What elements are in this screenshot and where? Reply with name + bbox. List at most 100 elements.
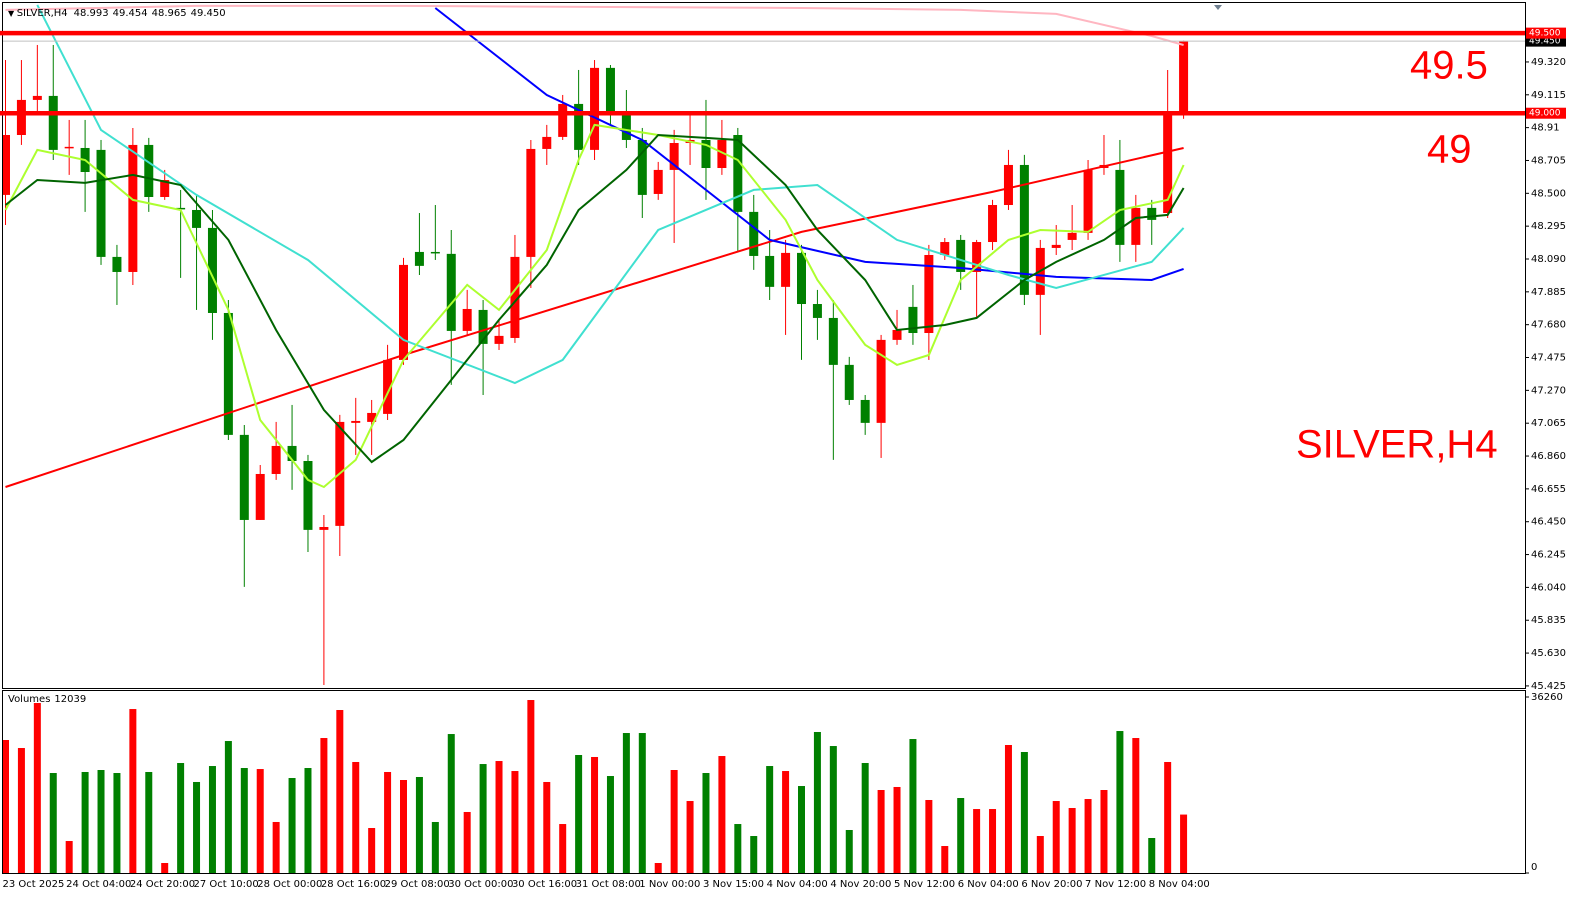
volume-bar: [1116, 731, 1124, 873]
volume-bar: [368, 828, 376, 873]
volume-bar: [861, 763, 869, 873]
y-tick-label: 48.500: [1531, 188, 1566, 199]
volume-tick-label: 0: [1531, 862, 1537, 873]
volume-bar: [702, 773, 710, 873]
y-tick-label: 48.705: [1531, 155, 1566, 166]
ohlc-high: 49.454: [113, 8, 148, 19]
volume-bar: [193, 781, 201, 873]
volume-bar: [909, 739, 917, 873]
volume-bar: [670, 770, 678, 873]
volume-bar: [240, 768, 248, 873]
candle-body: [462, 308, 472, 331]
x-tick-label: 29 Oct 08:00: [385, 879, 450, 890]
y-tick-label: 47.680: [1531, 320, 1566, 331]
volume-bar: [1164, 761, 1172, 873]
volume-bar: [415, 776, 423, 873]
volume-bar: [431, 821, 439, 873]
volume-bar: [527, 700, 535, 873]
volume-bar: [161, 863, 169, 873]
x-tick-label: 6 Nov 20:00: [1021, 879, 1082, 890]
volume-bar: [447, 734, 455, 873]
annotation: 49: [1427, 128, 1472, 172]
candle-body: [414, 251, 424, 266]
candle-body: [478, 309, 488, 344]
candle-body: [144, 144, 154, 197]
volume-bar: [400, 780, 407, 873]
candle-body: [1179, 41, 1189, 115]
volume-bar: [941, 846, 949, 873]
volume-bar: [973, 809, 981, 873]
price-pane: [2, 2, 1526, 689]
y-tick-label: 48.295: [1531, 221, 1566, 232]
volume-bar: [49, 773, 57, 873]
x-tick-label: 7 Nov 12:00: [1085, 879, 1146, 890]
candle-body: [844, 364, 854, 400]
volume-bar: [845, 829, 853, 873]
moving-average: [4, 123, 1185, 489]
volume-title: Volumes: [8, 694, 50, 705]
candle-body: [446, 253, 456, 331]
candle-body: [510, 256, 520, 338]
candle-body: [399, 264, 408, 360]
candle-body: [733, 135, 743, 212]
candle-body: [590, 67, 600, 150]
ohlc-low: 48.965: [152, 8, 187, 19]
volume-bar: [989, 809, 997, 873]
volume-bar: [352, 761, 360, 873]
volume-bar: [1068, 808, 1076, 873]
candle-body: [430, 251, 440, 254]
volume-bar: [336, 710, 344, 873]
volume-bar: [957, 798, 965, 873]
volume-tick-label: 36260: [1531, 692, 1563, 703]
moving-average: [434, 7, 1184, 282]
candle-body: [48, 95, 58, 150]
y-tick-label: 46.860: [1531, 451, 1566, 462]
x-tick-label: 5 Nov 12:00: [894, 879, 955, 890]
x-tick-label: 8 Nov 04:00: [1149, 879, 1210, 890]
x-tick-label: 28 Oct 16:00: [321, 879, 386, 890]
x-tick-label: 4 Nov 04:00: [767, 879, 828, 890]
symbol: SILVER,H4: [17, 8, 68, 19]
current-price-tag: [1526, 35, 1566, 47]
volume-bar: [177, 763, 185, 873]
candle-body: [637, 139, 647, 195]
candle-body: [972, 242, 982, 272]
shift-marker: [1214, 5, 1222, 10]
candle-body: [892, 329, 902, 340]
volume-bar: [81, 771, 89, 873]
candle-body: [749, 211, 759, 256]
volume-bar: [750, 836, 758, 873]
x-tick-label: 27 Oct 10:00: [194, 879, 259, 890]
volume-bar: [1148, 838, 1156, 873]
volume-bar: [320, 738, 328, 873]
volume-bar: [1004, 745, 1012, 873]
volume-bar: [113, 773, 121, 873]
candle-body: [1067, 232, 1077, 240]
volume-bar: [622, 733, 630, 873]
x-tick-label: 23 Oct 2025: [3, 879, 65, 890]
volume-bar: [17, 748, 25, 873]
candle-body: [876, 339, 886, 423]
volume-bar: [829, 746, 837, 873]
candle-body: [16, 99, 26, 136]
candle-body: [1083, 169, 1093, 233]
volume-bar: [97, 770, 105, 873]
volume-bar: [877, 789, 885, 873]
volume-bar: [511, 771, 519, 873]
y-tick-label: 47.475: [1531, 353, 1566, 364]
volume-header: Volumes 12039: [8, 694, 86, 705]
candle-body: [207, 227, 217, 313]
volume-bar: [575, 755, 583, 873]
candle-body: [255, 473, 265, 520]
volume-bar: [734, 824, 742, 873]
volume-bar: [559, 824, 567, 873]
candle-body: [176, 207, 186, 210]
volume-bar: [638, 733, 646, 873]
volume-bar: [1180, 814, 1188, 873]
volume-bar: [304, 768, 312, 873]
volume-bar: [272, 821, 280, 873]
volume-bar: [1020, 751, 1028, 873]
y-tick-label: 49.320: [1531, 57, 1566, 68]
volume-bar: [766, 766, 774, 873]
